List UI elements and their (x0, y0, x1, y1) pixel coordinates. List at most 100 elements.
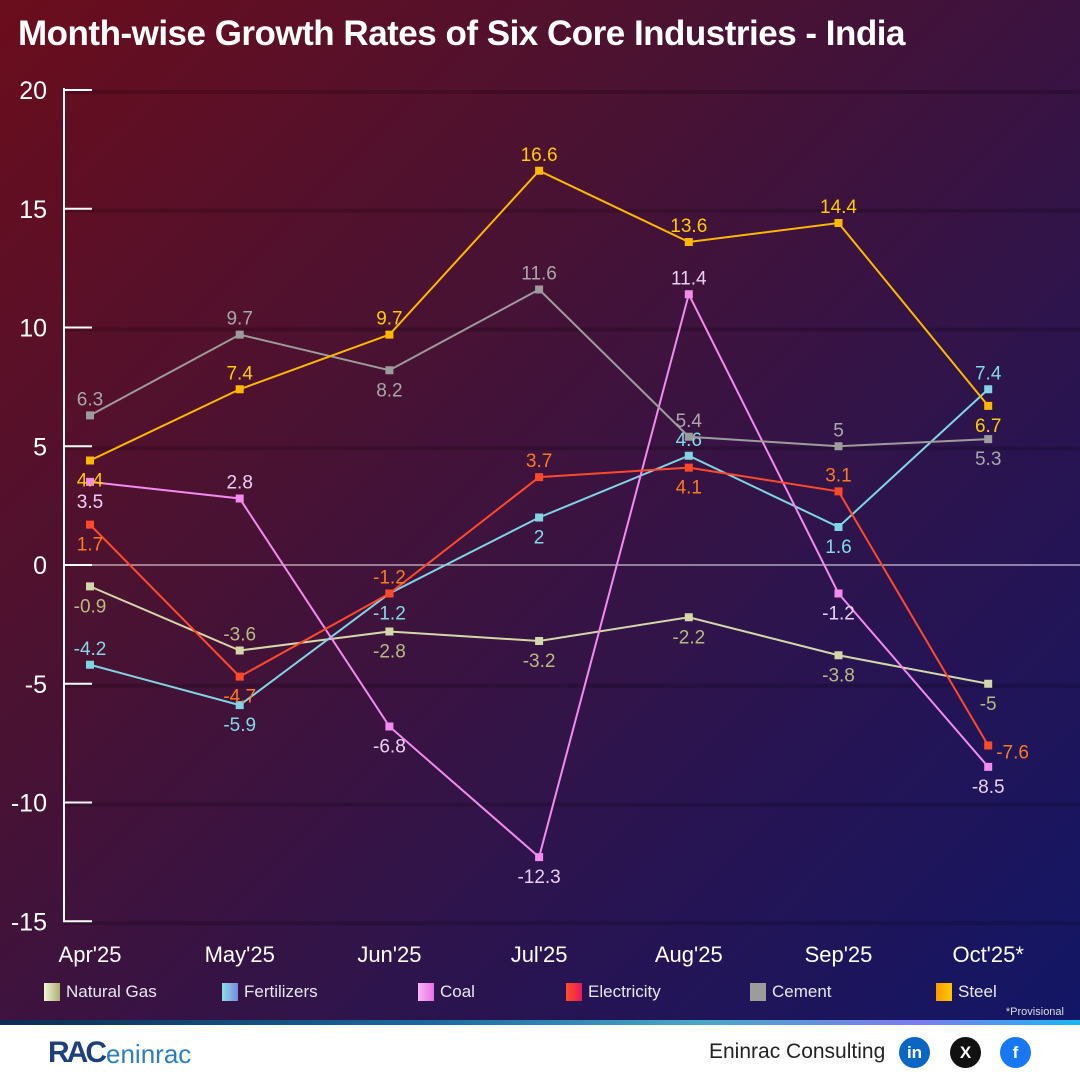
data-label-coal: -1.2 (822, 604, 855, 625)
facebook-icon[interactable]: f (1000, 1037, 1031, 1068)
legend-label: Steel (958, 982, 997, 1001)
legend-swatch (44, 983, 60, 1001)
point-electricity (984, 741, 993, 750)
data-label-fertilizers: -4.2 (74, 639, 107, 660)
point-cement (235, 330, 244, 339)
point-fertilizers (535, 513, 544, 522)
data-label-coal: 11.4 (671, 268, 707, 289)
point-cement (684, 432, 693, 441)
data-label-electricity: -7.6 (996, 743, 1029, 764)
series-line-cement (89, 288, 989, 448)
point-coal (235, 494, 244, 503)
point-cement (834, 442, 843, 451)
x-tick-label: Apr'25 (59, 942, 122, 967)
y-tick-label: 20 (19, 77, 47, 105)
data-label-steel: 4.4 (77, 471, 104, 492)
legend-item-electricity: Electricity (566, 982, 661, 1002)
x-tick-label: Sep'25 (805, 942, 873, 967)
data-label-coal: 3.5 (77, 492, 103, 513)
point-coal (385, 722, 394, 731)
point-steel (834, 219, 843, 227)
data-label-coal: 2.8 (226, 473, 252, 494)
data-label-cement: 11.6 (521, 264, 557, 285)
legend-swatch (566, 983, 582, 1001)
point-steel (535, 166, 544, 175)
data-label-cement: 5 (833, 420, 844, 441)
data-label-cement: 5.4 (676, 411, 703, 432)
eninrac-logo: RAC eninrac (48, 1036, 192, 1069)
point-natural-gas (385, 627, 394, 636)
point-electricity (535, 473, 544, 482)
point-coal (86, 477, 94, 486)
point-electricity (834, 487, 843, 496)
data-label-steel: 13.6 (670, 216, 707, 237)
data-label-natural-gas: -3.6 (223, 625, 256, 646)
point-natural-gas (535, 637, 544, 645)
point-steel (684, 238, 693, 246)
point-fertilizers (86, 660, 94, 669)
x-tick-label: Oct'25* (952, 942, 1024, 967)
y-tick-label: 15 (19, 196, 47, 224)
point-fertilizers (984, 385, 993, 394)
data-label-cement: 5.3 (975, 449, 1001, 470)
data-label-fertilizers: 2 (534, 528, 545, 549)
point-natural-gas (86, 582, 94, 591)
data-label-coal: -12.3 (517, 867, 560, 888)
point-steel (984, 401, 993, 410)
x-icon[interactable]: X (950, 1037, 981, 1068)
data-label-natural-gas: -3.8 (822, 665, 855, 686)
point-electricity (385, 589, 394, 598)
data-label-natural-gas: -5 (980, 694, 997, 715)
point-fertilizers (684, 451, 693, 460)
point-coal (535, 853, 544, 862)
y-tick-label: 0 (33, 552, 47, 580)
data-label-electricity: -1.2 (373, 568, 406, 589)
point-natural-gas (834, 651, 843, 660)
point-fertilizers (834, 523, 843, 531)
x-tick-label: May'25 (205, 942, 275, 967)
point-cement (535, 285, 544, 294)
provisional-note: *Provisional (1005, 1006, 1064, 1018)
legend-swatch (936, 983, 952, 1001)
point-coal (834, 589, 843, 598)
data-label-steel: 14.4 (820, 197, 857, 218)
legend-label: Electricity (588, 982, 661, 1001)
data-label-fertilizers: -1.2 (373, 604, 406, 625)
data-label-electricity: 3.7 (526, 451, 552, 472)
data-label-natural-gas: -0.9 (74, 596, 107, 617)
point-natural-gas (984, 679, 993, 688)
chart-title: Month-wise Growth Rates of Six Core Indu… (18, 14, 905, 53)
data-label-steel: 9.7 (376, 309, 402, 330)
footer-divider (0, 1020, 1080, 1025)
legend-item-cement: Cement (750, 982, 832, 1002)
linkedin-icon[interactable]: in (899, 1037, 930, 1068)
data-label-steel: 6.7 (975, 416, 1001, 437)
data-label-natural-gas: -2.2 (672, 627, 705, 648)
data-label-electricity: 4.1 (676, 478, 702, 499)
data-label-fertilizers: 7.4 (975, 363, 1002, 384)
point-fertilizers (235, 701, 244, 710)
point-coal (684, 290, 693, 299)
data-label-cement: 6.3 (77, 389, 103, 410)
legend-swatch (418, 983, 434, 1001)
brand-name: Eninrac Consulting (709, 1040, 886, 1063)
legend-label: Coal (440, 982, 475, 1001)
data-label-electricity: 1.7 (77, 535, 103, 556)
data-label-steel: 16.6 (521, 145, 558, 166)
data-label-fertilizers: 1.6 (825, 537, 851, 558)
x-tick-label: Jun'25 (357, 942, 421, 967)
point-cement (984, 435, 993, 444)
data-label-coal: -8.5 (972, 777, 1005, 798)
point-natural-gas (684, 613, 693, 622)
point-coal (984, 762, 993, 771)
x-tick-label: Aug'25 (655, 942, 723, 967)
line-chart: 20 15 10 5 0 -5 -10 -15 Apr'25 May'25 Jun'25 Jul'25… (11, 77, 1080, 967)
y-tick-label: -15 (11, 908, 47, 936)
legend-swatch (750, 983, 766, 1001)
x-tick-label: Jul'25 (511, 942, 568, 967)
point-steel (235, 385, 244, 394)
data-label-steel: 7.4 (226, 363, 253, 384)
legend-item-natural-gas: Natural Gas (44, 982, 157, 1002)
point-cement (385, 366, 394, 375)
series-line-coal (89, 291, 989, 859)
